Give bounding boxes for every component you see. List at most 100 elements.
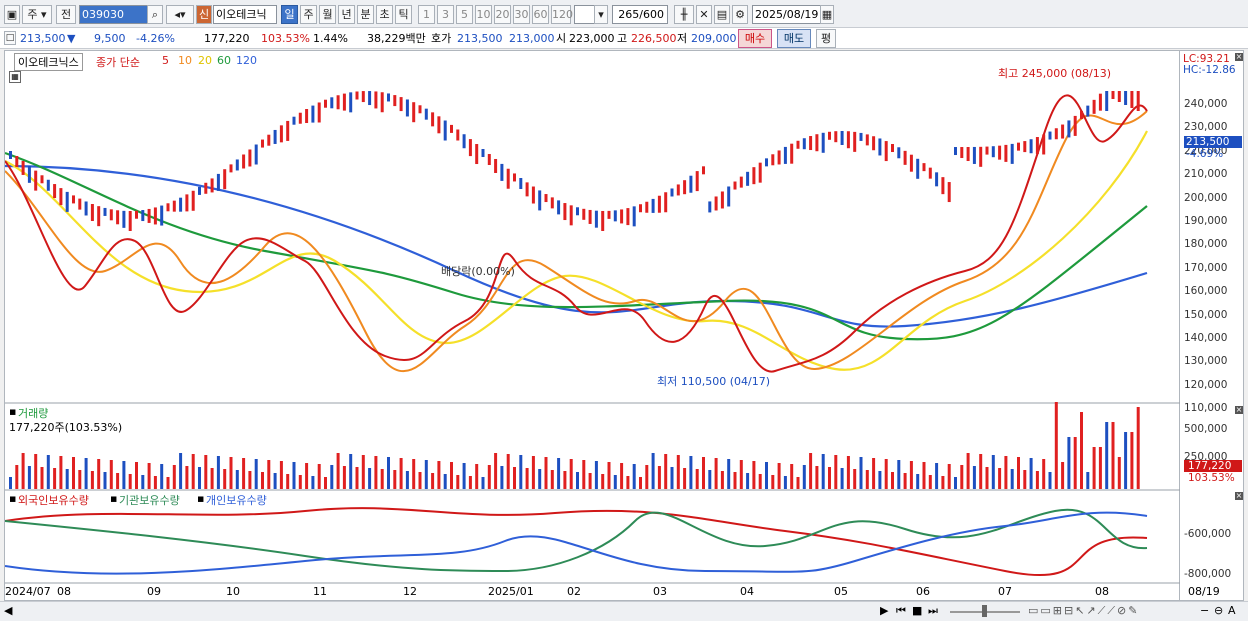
candle xyxy=(1010,143,1014,164)
volume-bar xyxy=(544,457,548,489)
tab-period-tick[interactable]: 틱 xyxy=(395,5,412,24)
last-price-tag: 213,500 xyxy=(1184,136,1242,148)
interval-20[interactable]: 20 xyxy=(494,5,511,24)
candle xyxy=(809,136,813,151)
candle xyxy=(191,190,195,211)
ma-line-1 xyxy=(4,151,1148,341)
font-icon[interactable]: A xyxy=(1228,604,1236,617)
toggle-icon[interactable]: □ xyxy=(4,31,16,45)
tab-period-year[interactable]: 년 xyxy=(338,5,355,24)
price-tick: 140,000 xyxy=(1184,332,1228,344)
chart-canvas[interactable] xyxy=(4,51,1181,602)
candle xyxy=(607,210,611,219)
volume-bar xyxy=(1130,432,1134,489)
close-icon[interactable]: × xyxy=(1235,52,1243,61)
interval-3[interactable]: 3 xyxy=(437,5,454,24)
x-axis-label: 08 xyxy=(57,585,71,598)
volume-bar xyxy=(972,466,976,489)
rewind-icon[interactable]: ⏮ xyxy=(896,604,906,617)
close-icon[interactable]: × xyxy=(1235,491,1243,500)
pane-stock-name[interactable]: 이오테크닉스 xyxy=(14,53,83,71)
count-field[interactable]: 265/600 xyxy=(612,5,668,24)
volume-bar xyxy=(550,470,554,489)
save-icon[interactable]: ▤ xyxy=(714,5,730,24)
candle xyxy=(412,102,416,123)
buy-button[interactable]: 매수 xyxy=(738,29,772,48)
calendar-icon[interactable]: ▦ xyxy=(820,5,834,24)
market-select[interactable]: 주 ▾ xyxy=(22,5,52,24)
scroll-right-icon[interactable]: ▶ xyxy=(880,604,889,617)
candle xyxy=(21,160,25,175)
drawing-tools-icon[interactable]: ▭▭⊞⊟↖↗⟋⟋⊘✎ xyxy=(1028,604,1140,617)
window-icon[interactable]: ▣ xyxy=(4,5,20,24)
volume-bar xyxy=(204,455,208,489)
tab-period-week[interactable]: 주 xyxy=(300,5,317,24)
stock-name-field[interactable]: 이오테크닉 xyxy=(213,5,277,24)
candle xyxy=(815,134,819,152)
volume-bar xyxy=(689,456,693,489)
volume-bar xyxy=(815,466,819,489)
period-type-button[interactable]: 전 xyxy=(56,5,76,24)
volume-bar xyxy=(9,477,12,489)
x-axis-label: 10 xyxy=(226,585,240,598)
zoom-out-icon[interactable]: − xyxy=(1200,604,1210,617)
eval-button[interactable]: 평 xyxy=(816,29,836,48)
tab-period-month[interactable]: 월 xyxy=(319,5,336,24)
volume-bar xyxy=(437,461,441,489)
gear-icon[interactable]: ⚙ xyxy=(732,5,748,24)
chart-panel[interactable] xyxy=(4,50,1181,602)
volume-bar xyxy=(739,460,743,489)
volume-bar xyxy=(941,476,945,489)
tab-period-minute[interactable]: 분 xyxy=(357,5,374,24)
low-annotation: 최저 110,500 (04/17) xyxy=(657,375,771,388)
forward-icon[interactable]: ⏭ xyxy=(928,604,938,617)
candle xyxy=(235,159,239,171)
speaker-icon[interactable]: ◂▾ xyxy=(166,5,194,24)
scroll-left-icon[interactable]: ◀ xyxy=(4,604,13,617)
stock-code-input[interactable]: 039030 xyxy=(79,5,149,24)
ask-label: 호가 xyxy=(431,32,452,45)
volume-bar xyxy=(1017,457,1020,489)
interval-60[interactable]: 60 xyxy=(532,5,549,24)
interval-10[interactable]: 10 xyxy=(475,5,492,24)
x-axis-last: 08/19 xyxy=(1188,585,1220,598)
volume-bar xyxy=(752,461,756,489)
stop-icon[interactable]: ■ xyxy=(912,604,923,617)
search-icon[interactable]: ⌕ xyxy=(147,5,163,24)
chevron-down-icon[interactable]: ▾ xyxy=(594,5,608,24)
interval-120[interactable]: 120 xyxy=(551,5,573,24)
scroll-bar[interactable]: ◀ ▶ ⏮ ■ ⏭ ▭▭⊞⊟↖↗⟋⟋⊘✎ − ⊖ A xyxy=(0,601,1248,621)
candle xyxy=(103,207,107,216)
zoom-slider-handle[interactable] xyxy=(982,605,987,617)
sell-button[interactable]: 매도 xyxy=(777,29,811,48)
volume-bar xyxy=(985,467,989,489)
tab-period-second[interactable]: 초 xyxy=(376,5,393,24)
last-volume-pct: 103.53% xyxy=(1188,472,1235,484)
candle xyxy=(909,154,913,172)
zoom-in-icon[interactable]: ⊖ xyxy=(1214,604,1224,617)
volume-bar xyxy=(330,465,334,489)
candle-icon[interactable]: ╫ xyxy=(674,5,694,24)
holdings-toggle-icon[interactable]: ▪ xyxy=(9,492,17,505)
volume-bar xyxy=(569,459,573,489)
volume-bar xyxy=(928,475,932,489)
volume-bar xyxy=(153,476,157,489)
grid-icon[interactable]: ▦ xyxy=(9,71,21,83)
volume-bar xyxy=(903,473,907,489)
volume-bar xyxy=(160,464,164,489)
legend-institution: 기관보유수량 xyxy=(119,494,180,507)
interval-5[interactable]: 5 xyxy=(456,5,473,24)
interval-1[interactable]: 1 xyxy=(418,5,435,24)
candle xyxy=(418,105,422,114)
candle xyxy=(1004,144,1008,162)
candle xyxy=(569,205,573,226)
interval-30[interactable]: 30 xyxy=(513,5,530,24)
volume-bar xyxy=(128,474,132,489)
tab-period-day[interactable]: 일 xyxy=(281,5,298,24)
close-icon[interactable]: × xyxy=(1235,405,1243,414)
crosshair-icon[interactable]: ✕ xyxy=(696,5,712,24)
volume-toggle-icon[interactable]: ▪ xyxy=(9,405,17,418)
candle xyxy=(147,208,151,223)
volume-bar xyxy=(626,476,630,489)
candle xyxy=(1080,110,1083,119)
